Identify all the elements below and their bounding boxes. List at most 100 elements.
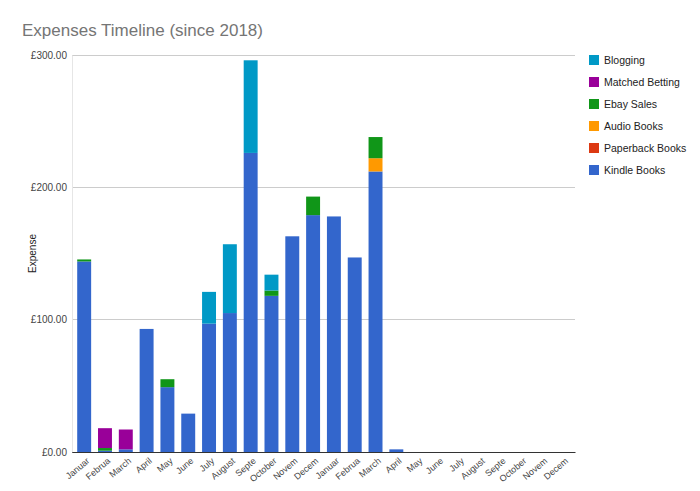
bar [514,452,528,453]
bar [452,452,466,453]
legend-item: Kindle Books [589,164,665,176]
bar [389,449,403,450]
x-axis-line [73,452,576,453]
bar [514,452,528,453]
bar [369,137,383,138]
bar [493,452,507,453]
x-tick-label: October [497,456,528,484]
bar [181,413,195,414]
x-tick: Decem [542,452,570,482]
x-tick-label: May [155,455,175,474]
bar [265,296,279,452]
legend: BloggingMatched BettingEbay SalesAudio B… [589,54,686,176]
x-tick: October [497,452,528,484]
bar [265,291,279,296]
bar [244,60,258,153]
bar [493,452,507,453]
bar [493,452,507,453]
bar [202,324,216,452]
x-tick: May [155,452,175,474]
bar [223,313,237,452]
y-axis-line [72,56,73,453]
bar [535,452,549,453]
bar [306,197,320,216]
bar [493,452,507,453]
bar [223,244,237,313]
x-tick: May [405,452,425,474]
bar [306,215,320,452]
x-tick: August [209,452,237,481]
bar [389,449,403,450]
bar [556,452,570,453]
bar [181,413,195,414]
bar [452,452,466,453]
bar [556,452,570,453]
x-tick: Februa [84,452,112,482]
bar [98,428,112,429]
bar [535,452,549,453]
title: Expenses Timeline (since 2018) [22,21,263,40]
grid-line [72,187,575,188]
bar [410,452,424,453]
bar [410,452,424,453]
bar [140,328,154,329]
bar [285,236,299,237]
bar [556,452,570,453]
bar [369,158,383,171]
bar [119,449,133,452]
bar [493,452,507,453]
plot: £0.00 £100.00 £200.00 £300.00 JanuarFebruaMa… [31,50,576,484]
legend-swatch [589,143,599,153]
bar [140,329,154,452]
bar [410,452,424,453]
bar [410,452,424,453]
bar [77,259,91,260]
x-tick: June [424,452,445,476]
bar [473,452,487,453]
bar [285,236,299,237]
bar [431,452,445,453]
bar [556,452,570,453]
bar [410,452,424,453]
bar [389,449,403,450]
bar [431,452,445,453]
bar [514,452,528,453]
bar [327,216,341,217]
bar [119,430,133,450]
x-tick-label: March [357,456,383,480]
bar [389,449,403,450]
bar [77,259,91,261]
x-tick-label: April [134,456,154,475]
bar [77,261,91,452]
bar [181,413,195,414]
x-axis: JanuarFebruaMarchAprilMayJuneJulyAugustS… [64,452,576,484]
bar [348,257,362,258]
legend-swatch [589,99,599,109]
x-tick-label: August [459,455,487,481]
bar [473,452,487,453]
bar [431,452,445,453]
legend-label: Blogging [604,54,645,66]
bar [493,452,507,453]
bar [160,387,174,452]
bar [244,153,258,452]
y-tick-label: £200.00 [31,182,68,193]
bar [431,452,445,453]
bar [160,379,174,380]
bar [160,379,174,387]
bar [473,452,487,453]
y-tick-label: £100.00 [31,314,68,325]
legend-swatch [589,77,599,87]
bar [348,257,362,258]
y-tick: £300.00 [31,50,72,61]
x-tick: August [459,452,487,481]
grid-line [72,319,575,320]
bars [77,60,403,452]
legend-item: Ebay Sales [589,98,657,110]
bar [327,216,341,452]
legend-label: Paperback Books [604,142,686,154]
legend-label: Matched Betting [604,76,680,88]
y-tick: £0.00 [42,447,72,458]
x-tick: March [107,452,133,480]
x-tick-label: April [383,456,403,475]
